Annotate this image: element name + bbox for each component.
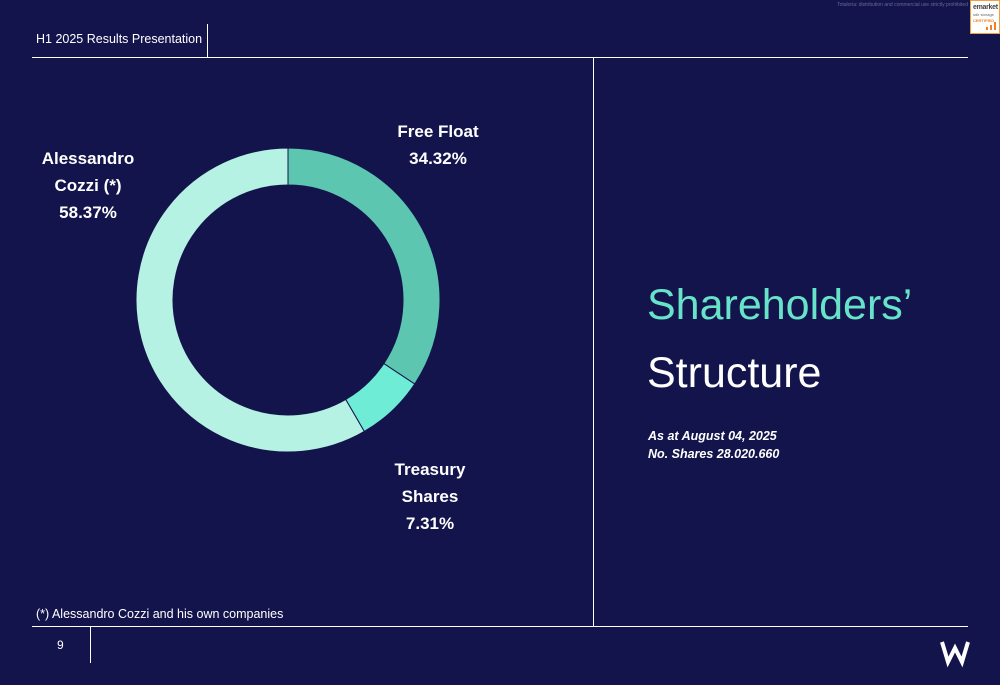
slice-label-value: 34.32% bbox=[409, 149, 467, 168]
as-at-info: As at August 04, 2025 No. Shares 28.020.… bbox=[648, 427, 779, 463]
donut-slice-2 bbox=[135, 147, 365, 453]
slice-label-0: Free Float 34.32% bbox=[390, 118, 486, 172]
shareholders-donut-chart: Free Float 34.32% Treasury Shares 7.31% Aless… bbox=[42, 100, 479, 533]
slice-label-name: Free Float bbox=[397, 122, 479, 141]
center-divider bbox=[593, 57, 594, 627]
disclaimer-text: Totaloria: distribution and commercial u… bbox=[837, 2, 968, 8]
slice-label-1: Treasury Shares 7.31% bbox=[382, 456, 478, 537]
slice-label-value: 7.31% bbox=[405, 514, 455, 533]
slice-label-value: 58.37% bbox=[59, 203, 117, 222]
badge-line-2: sdir storage bbox=[973, 12, 994, 17]
slice-label-name: Treasury bbox=[394, 460, 466, 479]
slice-label-name: Cozzi (*) bbox=[54, 176, 122, 195]
page-number: 9 bbox=[57, 638, 64, 652]
slice-label-name: Shares bbox=[401, 487, 459, 506]
donut-svg bbox=[135, 147, 441, 453]
footnote: (*) Alessandro Cozzi and his own compani… bbox=[36, 607, 284, 621]
bottom-rule bbox=[32, 626, 968, 627]
badge-line-3: CERTIFIED bbox=[973, 18, 995, 23]
w-logo-icon bbox=[940, 641, 970, 668]
slide-title-line-1: Shareholders’ bbox=[647, 281, 913, 329]
presentation-title: H1 2025 Results Presentation bbox=[36, 32, 203, 46]
emarket-storage-badge: emarket sdir storage CERTIFIED bbox=[970, 0, 1000, 34]
share-count: No. Shares 28.020.660 bbox=[648, 447, 780, 461]
top-rule bbox=[32, 57, 968, 58]
slice-label-name: Alessandro bbox=[41, 149, 135, 168]
slice-label-2: Alessandro Cozzi (*) 58.37% bbox=[40, 145, 136, 226]
badge-bars-icon bbox=[986, 22, 996, 30]
header-divider bbox=[207, 24, 208, 57]
badge-line-1: emarket bbox=[973, 4, 998, 11]
footer-divider bbox=[90, 627, 91, 663]
donut-slice-0 bbox=[287, 147, 441, 385]
slide-title-line-2: Structure bbox=[647, 349, 822, 397]
as-at-date: As at August 04, 2025 bbox=[648, 429, 777, 443]
